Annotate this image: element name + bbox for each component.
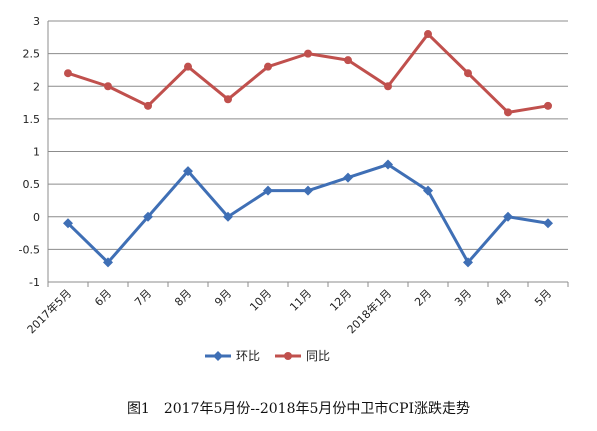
y-axis: 3 2.5 2 1.5 1 0.5 0 -0.5 -1 — [19, 15, 49, 289]
legend-label: 环比 — [236, 349, 260, 363]
legend-marker-circle — [284, 352, 292, 360]
series-layer — [63, 30, 553, 268]
x-tick-label: 4月 — [492, 287, 514, 309]
data-point-circle — [384, 82, 392, 91]
data-point-diamond — [423, 185, 433, 196]
data-point-circle — [184, 62, 192, 71]
legend: 环比 同比 — [205, 349, 330, 363]
data-point-diamond — [63, 218, 73, 229]
x-tick-label: 11月 — [287, 287, 314, 314]
x-tick-label: 9月 — [212, 287, 234, 309]
data-point-circle — [424, 30, 432, 39]
y-tick-label: 0.5 — [23, 178, 41, 191]
data-point-diamond — [303, 185, 313, 196]
data-point-diamond — [143, 211, 153, 222]
legend-marker-diamond — [213, 351, 223, 361]
y-tick-label: 1 — [33, 146, 40, 159]
x-tick-label: 10月 — [247, 287, 274, 314]
y-tick-label: 2 — [33, 80, 40, 93]
data-point-diamond — [183, 166, 193, 177]
gridlines — [48, 20, 568, 283]
data-point-diamond — [543, 218, 553, 229]
x-tick-label: 12月 — [327, 287, 354, 314]
x-tick-label: 2017年5月 — [24, 286, 74, 336]
x-tick-label: 5月 — [532, 287, 554, 309]
data-point-diamond — [343, 172, 353, 183]
data-point-diamond — [103, 257, 113, 268]
series-line-1 — [66, 163, 549, 264]
data-point-diamond — [263, 185, 273, 196]
y-tick-label: -0.5 — [19, 243, 40, 256]
x-tick-label: 6月 — [92, 287, 114, 309]
data-point-diamond — [223, 211, 233, 222]
data-point-circle — [304, 49, 312, 58]
data-point-diamond — [463, 257, 473, 268]
data-point-diamond — [503, 211, 513, 222]
y-tick-label: 1.5 — [23, 113, 41, 126]
data-point-circle — [344, 56, 352, 65]
legend-label: 同比 — [306, 349, 330, 363]
data-point-circle — [64, 69, 72, 78]
data-point-circle — [224, 95, 232, 104]
x-tick-label: 7月 — [132, 287, 154, 309]
figure-caption: 图1 2017年5月份--2018年5月份中卫市CPI涨跌走势 — [126, 401, 471, 417]
y-tick-label: -1 — [29, 276, 40, 289]
data-point-circle — [544, 101, 552, 110]
series-line-2 — [67, 32, 549, 114]
y-tick-label: 2.5 — [23, 48, 41, 61]
cpi-line-chart: 3 2.5 2 1.5 1 0.5 0 -0.5 -1 2017年5月 6月 7月 8月 9月 10月 11… — [19, 15, 569, 363]
x-tick-label: 8月 — [172, 287, 194, 309]
data-point-diamond — [383, 159, 393, 170]
data-point-circle — [464, 69, 472, 78]
data-point-circle — [144, 101, 152, 110]
data-point-circle — [264, 62, 272, 71]
y-tick-label: 0 — [33, 211, 40, 224]
data-point-circle — [104, 82, 112, 91]
data-point-circle — [504, 108, 512, 117]
x-tick-label: 2月 — [412, 287, 434, 309]
y-tick-label: 3 — [33, 15, 40, 28]
x-tick-label: 3月 — [452, 287, 474, 309]
